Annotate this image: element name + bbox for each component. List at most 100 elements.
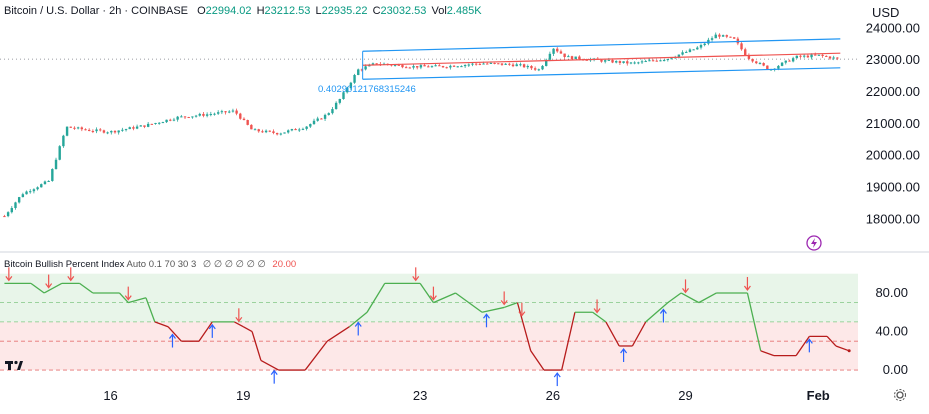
- candle-body: [504, 63, 507, 65]
- bpi-segment: [30, 282, 45, 294]
- signal-down-arrowhead: [5, 275, 13, 282]
- bpi-segment: [503, 302, 518, 309]
- signal-down-arrowhead: [67, 275, 75, 282]
- open-value: 22994.02: [205, 5, 252, 17]
- bpi-segment: [631, 321, 647, 347]
- low-label: L: [315, 5, 322, 17]
- candle-body: [449, 65, 452, 68]
- candle-body: [758, 63, 762, 65]
- indicator-legend[interactable]: Bitcoin Bullish Percent Index Auto 0.1 7…: [4, 259, 296, 270]
- zone-green: [0, 273, 858, 322]
- candle-body: [637, 62, 640, 64]
- candle-body: [21, 194, 25, 198]
- bpi-segment: [746, 292, 762, 351]
- candle-body: [51, 169, 54, 181]
- candle-body: [121, 129, 124, 131]
- tradingview-logo-icon[interactable]: [4, 357, 24, 373]
- signal-up-arrowhead: [208, 323, 216, 330]
- candle-body: [729, 36, 732, 38]
- candle-body: [198, 113, 201, 116]
- candle-body: [43, 181, 47, 185]
- candle-body: [10, 208, 13, 213]
- candle-body: [257, 129, 260, 132]
- candle-body: [320, 118, 323, 120]
- candle-body: [99, 129, 102, 131]
- bpi-segment: [251, 331, 262, 361]
- candle-body: [253, 129, 257, 131]
- candle-body: [784, 60, 787, 63]
- candle-body: [441, 66, 445, 68]
- candle-body: [522, 64, 526, 68]
- bpi-segment: [835, 345, 850, 352]
- signal-up-arrowhead: [270, 369, 278, 376]
- candle-body: [814, 54, 817, 56]
- candle-body: [404, 67, 408, 69]
- candle-body: [29, 191, 32, 193]
- candle-body: [128, 127, 131, 130]
- candle-body: [397, 64, 400, 66]
- candle-body: [58, 146, 61, 160]
- candle-body: [556, 48, 559, 52]
- candle-body: [154, 122, 157, 124]
- candle-body: [563, 53, 566, 57]
- candle-body: [191, 116, 194, 118]
- bpi-segment: [698, 292, 717, 304]
- bpi-segment: [516, 302, 532, 351]
- signal-down-arrowhead: [412, 275, 420, 282]
- price-axis-tick-label: 22000.00: [866, 84, 920, 99]
- candle-body: [688, 49, 692, 52]
- candle-body: [791, 58, 795, 62]
- candle-body: [493, 62, 496, 64]
- candle-body: [548, 53, 552, 60]
- candle-body: [87, 129, 91, 131]
- candle-body: [95, 129, 98, 132]
- candle-body: [574, 56, 577, 59]
- candle-body: [419, 65, 423, 68]
- candle-body: [500, 63, 504, 65]
- candle-body: [40, 184, 43, 188]
- candle-body: [482, 63, 485, 65]
- candle-body: [486, 63, 489, 65]
- bpi-segment: [260, 359, 279, 371]
- indicator-axis-tick-label: 40.00: [875, 324, 908, 339]
- candle-body: [799, 55, 802, 57]
- low-value: 22935.22: [321, 5, 368, 17]
- bpi-segment: [605, 321, 620, 347]
- time-axis-tick-label: 23: [413, 388, 427, 403]
- candle-body: [216, 112, 220, 114]
- candle-body: [202, 113, 205, 116]
- candle-body: [80, 127, 84, 130]
- bpi-segment: [43, 282, 63, 294]
- candle-body: [788, 60, 791, 62]
- signal-up-arrowhead: [354, 321, 362, 327]
- candle-body: [541, 65, 544, 70]
- candle-body: [183, 116, 187, 118]
- bpi-segment: [198, 321, 213, 342]
- candle-body: [165, 119, 168, 123]
- settings-gear-icon[interactable]: [893, 388, 907, 402]
- candle-body: [169, 119, 172, 121]
- symbol-legend[interactable]: Bitcoin / U.S. Dollar · 2h · COINBASE O2…: [4, 5, 482, 17]
- signal-up-arrowhead: [553, 372, 561, 378]
- price-axis-tick-label: 23000.00: [866, 52, 920, 67]
- bpi-segment: [645, 302, 669, 323]
- time-axis-tick-label: 26: [546, 388, 560, 403]
- price-axis-tick-label: 24000.00: [866, 20, 920, 35]
- candle-body: [290, 129, 294, 131]
- alert-lightning-icon[interactable]: [806, 235, 822, 251]
- candle-body: [777, 65, 780, 69]
- candle-body: [545, 59, 548, 66]
- candle-body: [25, 191, 28, 195]
- signal-down-arrowhead: [235, 316, 243, 323]
- candle-body: [36, 187, 39, 190]
- vol-label: Vol: [431, 5, 447, 17]
- candle-body: [662, 60, 666, 62]
- candle-body: [732, 37, 736, 39]
- candle-body: [611, 59, 614, 63]
- candle-body: [283, 132, 286, 134]
- channel-upper-line: [362, 38, 841, 52]
- currency-label: USD: [872, 5, 900, 20]
- candle-body: [180, 116, 183, 118]
- candle-body: [250, 124, 253, 130]
